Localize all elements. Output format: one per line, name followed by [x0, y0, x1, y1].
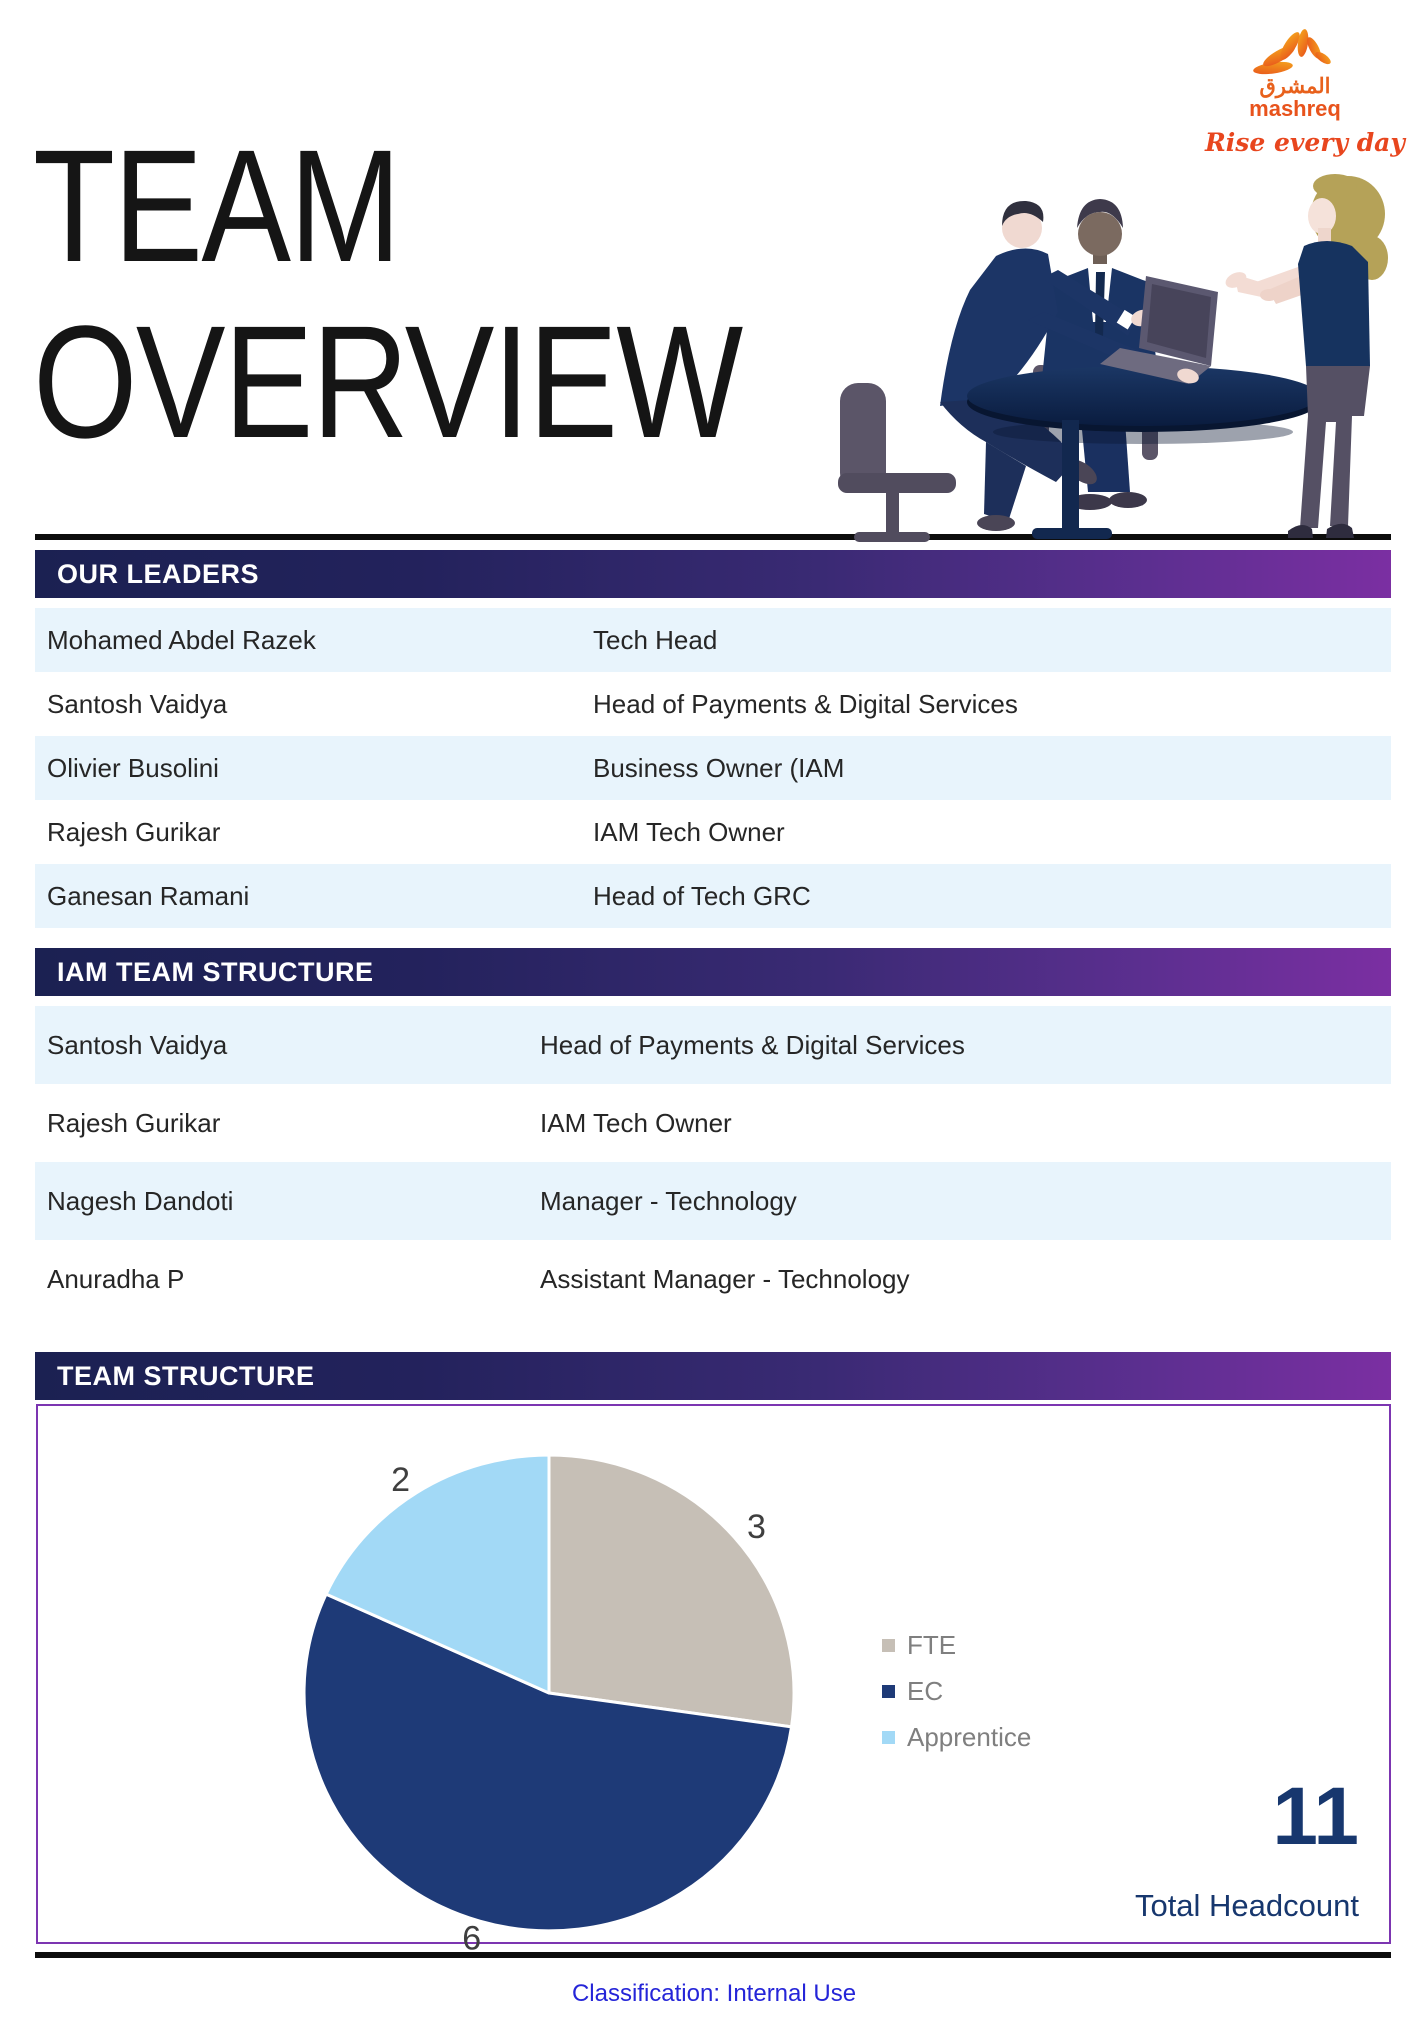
- section-header-team-structure: TEAM STRUCTURE: [35, 1352, 1391, 1400]
- classification-footer: Classification: Internal Use: [571, 1980, 857, 2007]
- chair-left: [838, 383, 956, 542]
- table-row: Anuradha P Assistant Manager - Technolog…: [35, 1240, 1391, 1318]
- member-role: IAM Tech Owner: [540, 1107, 732, 1138]
- pie-data-label: 3: [747, 1508, 766, 1546]
- laptop-icon: [1100, 276, 1218, 384]
- logo-tagline: Rise every day: [1205, 128, 1405, 158]
- leader-role: Tech Head: [593, 624, 718, 655]
- pie-slice-apprentice: [324, 1453, 551, 1695]
- member-name: Rajesh Gurikar: [47, 1107, 221, 1138]
- meeting-illustration: [838, 174, 1388, 542]
- pie-data-label: 6: [462, 1919, 481, 1957]
- divider-line-bottom: [35, 1952, 1391, 1958]
- team-structure-chart-box: 3 6 2 FTE EC Apprentice 11 Total Headcount: [36, 1404, 1391, 1957]
- leader-name: Santosh Vaidya: [47, 688, 228, 719]
- total-headcount-label: Total Headcount: [1134, 1888, 1359, 1923]
- table-row: Rajesh Gurikar IAM Tech Owner: [35, 800, 1391, 864]
- leader-name: Ganesan Ramani: [47, 880, 250, 911]
- member-role: Head of Payments & Digital Services: [540, 1029, 965, 1060]
- headcount-pie-chart: 3 6 2: [302, 1453, 796, 1957]
- legend-item-apprentice: Apprentice: [882, 1714, 1031, 1760]
- section-header-iam-team: IAM TEAM STRUCTURE: [35, 948, 1391, 996]
- leader-name: Mohamed Abdel Razek: [47, 624, 316, 655]
- member-name: Anuradha P: [47, 1263, 185, 1294]
- leader-role: Head of Tech GRC: [593, 880, 811, 911]
- legend-swatch-fte: [882, 1638, 895, 1652]
- leader-role: Head of Payments & Digital Services: [593, 688, 1018, 719]
- leaders-table: Mohamed Abdel Razek Tech Head Santosh Va…: [35, 608, 1391, 928]
- member-name: Santosh Vaidya: [47, 1029, 228, 1060]
- table-row: Mohamed Abdel Razek Tech Head: [35, 608, 1391, 672]
- member-role: Assistant Manager - Technology: [540, 1263, 910, 1294]
- table-row: Ganesan Ramani Head of Tech GRC: [35, 864, 1391, 928]
- logo-arabic-text: المشرق: [1259, 75, 1331, 98]
- chart-legend: FTE EC Apprentice: [882, 1622, 1031, 1760]
- table-row: Olivier Busolini Business Owner (IAM: [35, 736, 1391, 800]
- table-row: Nagesh Dandoti Manager - Technology: [35, 1162, 1391, 1240]
- member-name: Nagesh Dandoti: [47, 1185, 234, 1216]
- table-row: Rajesh Gurikar IAM Tech Owner: [35, 1084, 1391, 1162]
- leader-role: IAM Tech Owner: [593, 816, 785, 847]
- table-row: Santosh Vaidya Head of Payments & Digita…: [35, 672, 1391, 736]
- legend-item-fte: FTE: [882, 1622, 1031, 1668]
- pie-slice-ec: [302, 1592, 793, 1933]
- legend-swatch-apprentice: [882, 1730, 895, 1744]
- meeting-table: [967, 366, 1319, 539]
- page-title: TEAM OVERVIEW: [33, 116, 743, 471]
- table-row: Santosh Vaidya Head of Payments & Digita…: [35, 1006, 1391, 1084]
- section-header-our-leaders: OUR LEADERS: [35, 550, 1391, 598]
- mashreq-logo: المشرق mashreq Rise every day: [1205, 28, 1405, 158]
- sunburst-icon: [1253, 29, 1331, 75]
- pie-slice-fte: [547, 1453, 796, 1729]
- iam-team-table: Santosh Vaidya Head of Payments & Digita…: [35, 1006, 1391, 1318]
- legend-swatch-ec: [882, 1684, 895, 1698]
- logo-wordmark: mashreq: [1249, 96, 1341, 122]
- legend-item-ec: EC: [882, 1668, 1031, 1714]
- member-role: Manager - Technology: [540, 1185, 797, 1216]
- person-right: [1225, 174, 1388, 538]
- pie-data-label: 2: [391, 1461, 410, 1499]
- leader-role: Business Owner (IAM: [593, 752, 845, 783]
- person-left: [940, 200, 1182, 531]
- leader-name: Olivier Busolini: [47, 752, 219, 783]
- total-headcount-value: 11: [1272, 1771, 1359, 1862]
- leader-name: Rajesh Gurikar: [47, 816, 221, 847]
- divider-line-top: [35, 534, 1391, 540]
